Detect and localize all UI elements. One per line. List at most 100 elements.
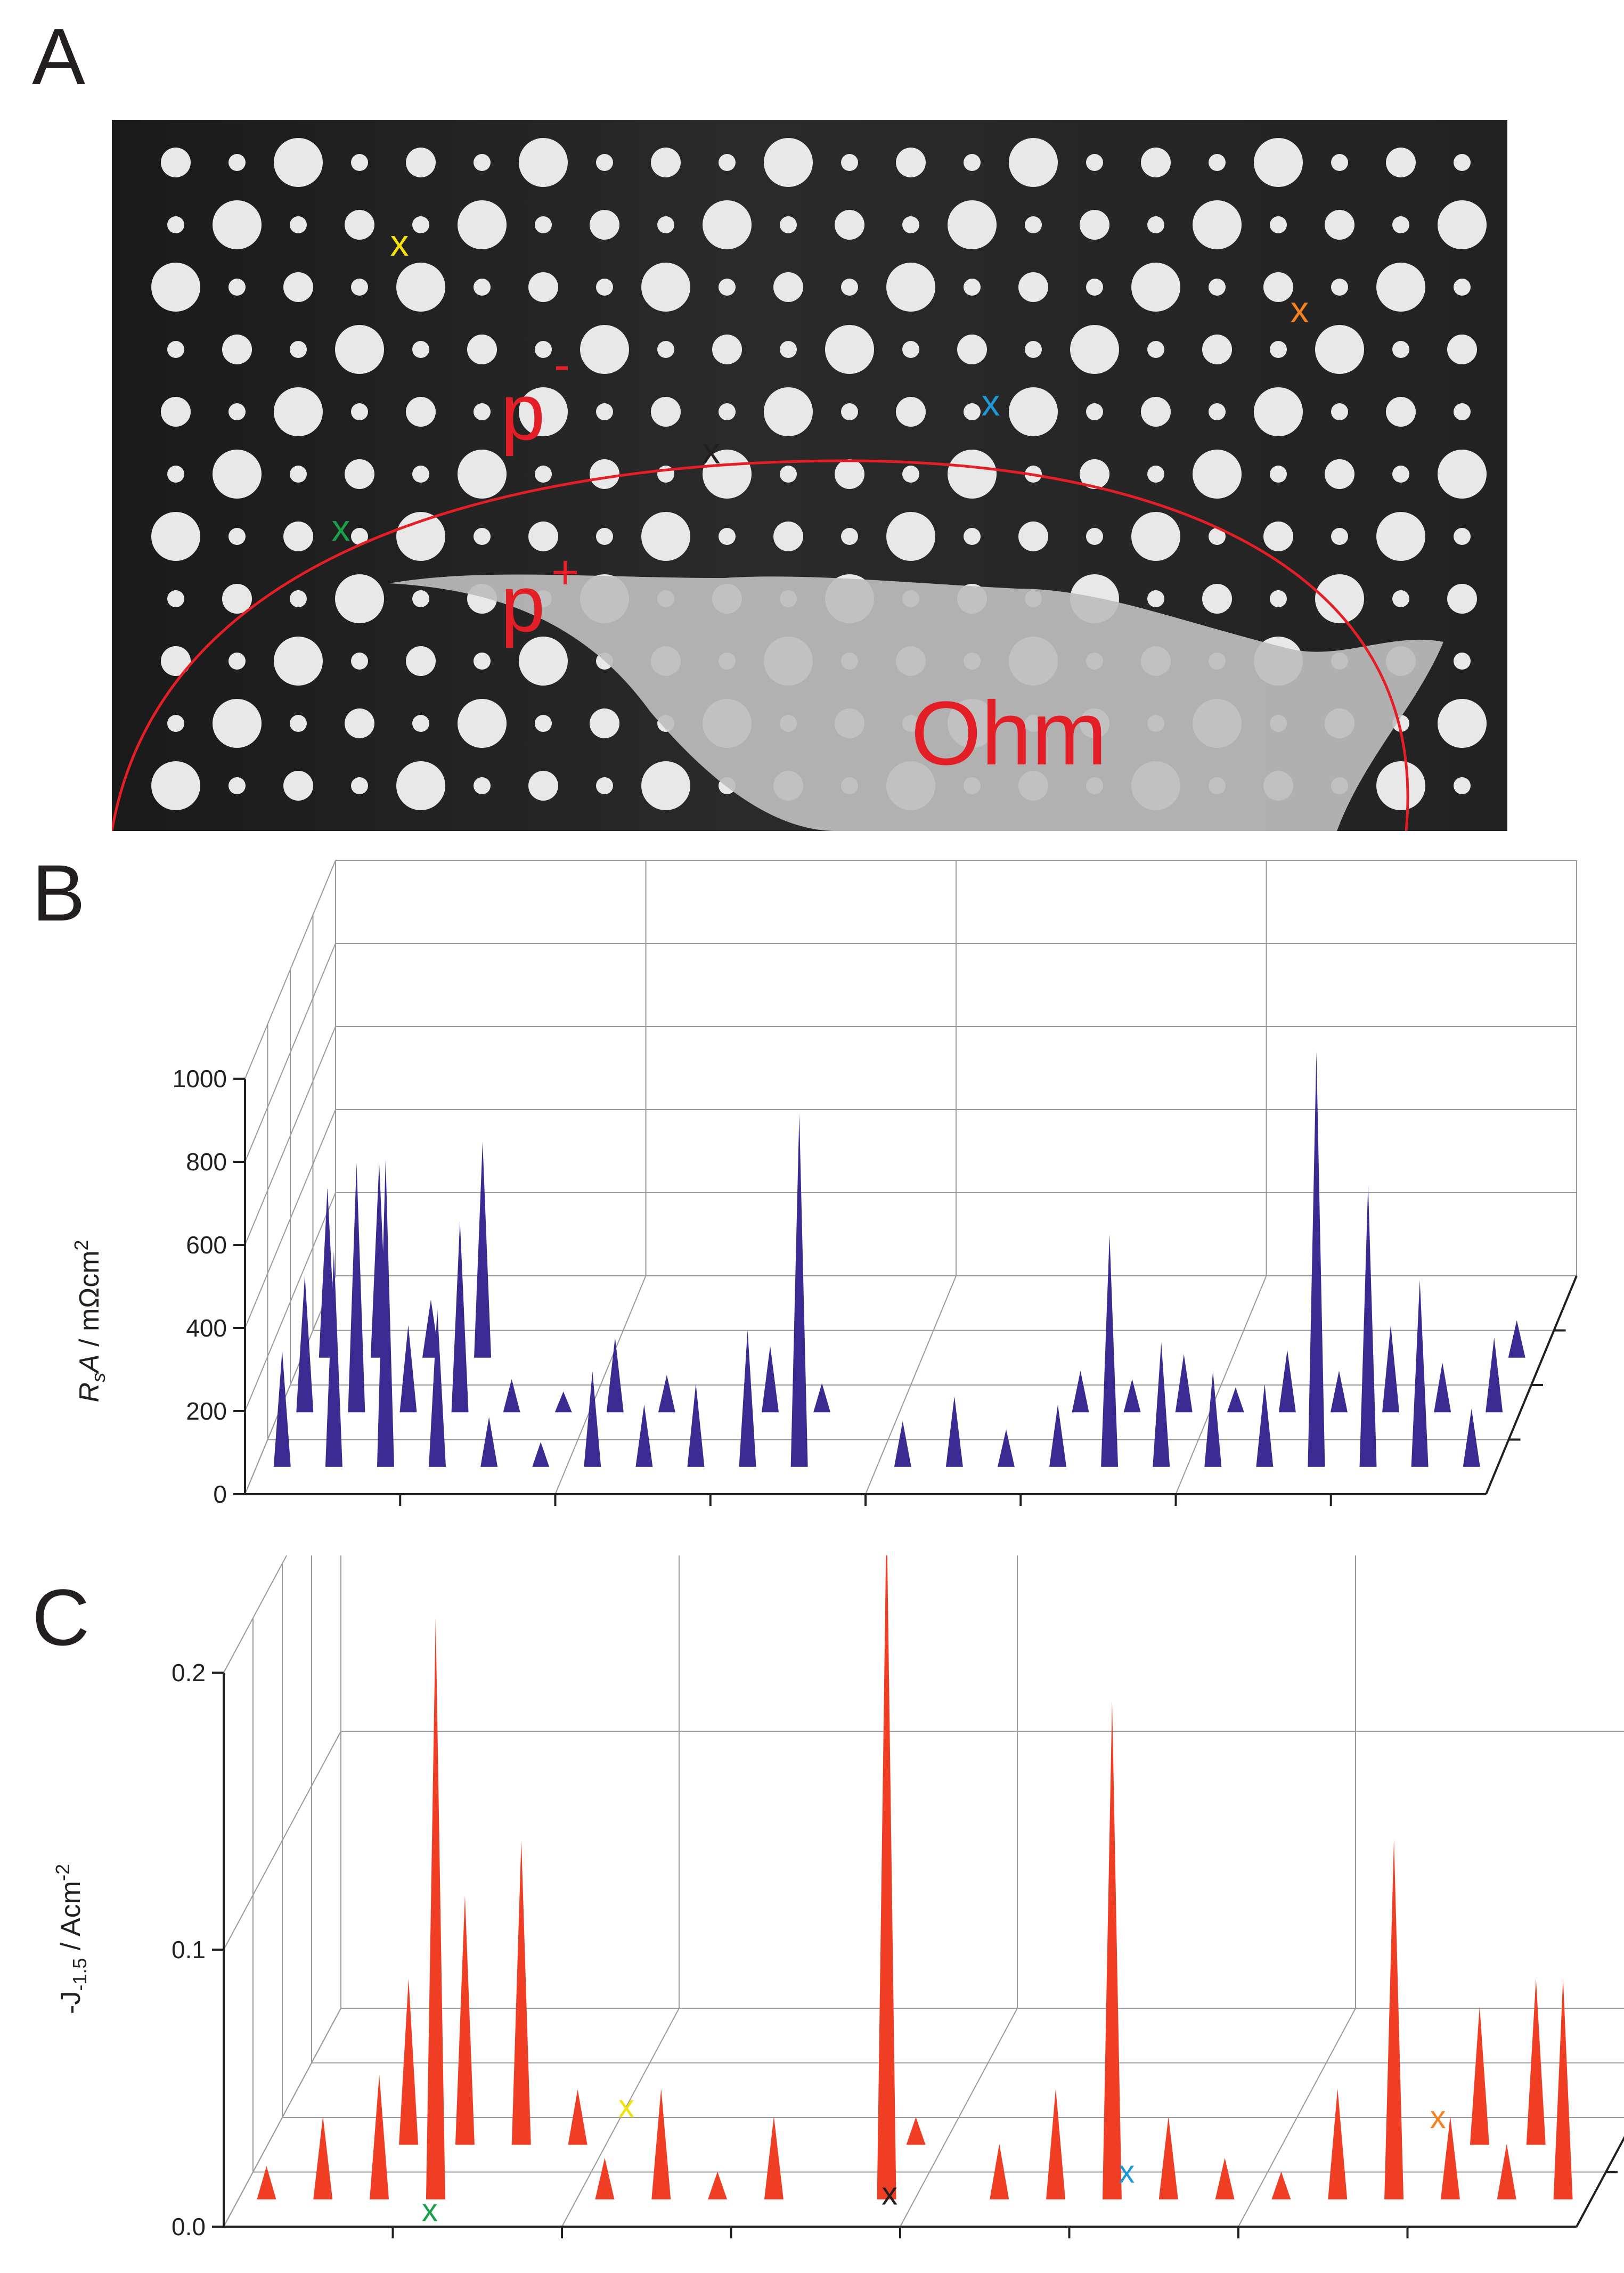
electrode-dot (964, 154, 981, 171)
electrode-dot (948, 450, 997, 499)
electrode-dot (1263, 522, 1293, 551)
data-spike (313, 2116, 333, 2199)
electrode-dot (641, 263, 690, 312)
electrode-dot (1386, 397, 1416, 427)
electrode-dot (274, 138, 323, 187)
electrode-dot (1209, 154, 1226, 171)
micrograph-marker: x (1291, 289, 1309, 330)
chart-b-y-ticks: 0 200 400 600 800 1000 (173, 1065, 227, 1508)
data-spike (1330, 1371, 1348, 1413)
electrode-dot (841, 528, 858, 545)
data-spike (1486, 1337, 1503, 1413)
electrode-dot (1070, 325, 1119, 374)
electrode-dot (222, 584, 252, 614)
data-spike (894, 1421, 911, 1467)
electrode-dot (519, 637, 568, 686)
data-spike (399, 1978, 419, 2145)
electrode-dot (458, 699, 507, 748)
electrode-dot (1392, 216, 1409, 233)
chart-marker: x (882, 2176, 897, 2212)
electrode-dot (657, 341, 674, 358)
electrode-dot (1270, 341, 1287, 358)
electrode-dot (406, 148, 436, 177)
electrode-dot (283, 522, 313, 551)
data-spike (455, 1895, 475, 2145)
data-spike (708, 2171, 728, 2199)
electrode-dot (161, 148, 191, 177)
electrode-dot (1141, 397, 1171, 427)
data-spike (1227, 1387, 1244, 1413)
electrode-dot (1270, 466, 1287, 483)
electrode-dot (519, 387, 568, 436)
electrode-dot (703, 200, 752, 249)
electrode-dot (596, 403, 613, 420)
electrode-dot (1263, 272, 1293, 302)
electrode-dot (1086, 279, 1103, 296)
panel-label-c: C (32, 1573, 90, 1662)
electrode-dot (528, 771, 558, 801)
electrode-dot (535, 341, 552, 358)
chart-b-bars (273, 1051, 1525, 1467)
data-spike (451, 1221, 469, 1413)
electrode-dot (1454, 403, 1471, 420)
electrode-dot (719, 279, 736, 296)
data-spike (1526, 1978, 1546, 2145)
data-spike (1256, 1383, 1274, 1467)
chart-marker: x (618, 2089, 634, 2124)
electrode-dot (528, 522, 558, 551)
chart-c-bars (257, 1555, 1573, 2199)
data-spike (635, 1404, 653, 1467)
chart-rsa-3d: 0 200 400 600 800 1000 RsA / mΩcm2 (70, 860, 1578, 1508)
electrode-dot (412, 216, 429, 233)
y-tick-label: 600 (186, 1231, 227, 1259)
electrode-dot (651, 397, 681, 427)
side-wall-gridline (223, 1731, 341, 1950)
electrode-dot (396, 512, 445, 561)
electrode-dot (351, 154, 368, 171)
electrode-dot (719, 528, 736, 545)
data-spike (1215, 2157, 1235, 2199)
electrode-dot (335, 325, 384, 374)
data-spike (1158, 2116, 1178, 2199)
electrode-dot (1392, 466, 1409, 483)
electrode-dot (1454, 154, 1471, 171)
y-tick-label: 400 (186, 1314, 227, 1342)
data-spike (595, 2157, 615, 2199)
electrode-dot (151, 761, 200, 810)
electrode-dot (1392, 590, 1409, 607)
electrode-dot (1331, 154, 1348, 171)
z-axis-line (1576, 2136, 1624, 2227)
electrode-dot (886, 263, 935, 312)
electrode-dot (596, 154, 613, 171)
side-wall-gridline (223, 1555, 288, 1673)
data-spike (370, 2074, 389, 2199)
electrode-dot (1209, 528, 1226, 545)
electrode-dot (474, 403, 491, 420)
electrode-dot (1080, 459, 1109, 489)
electrode-dot (1447, 335, 1477, 364)
electrode-dot (290, 590, 307, 607)
electrode-dot (161, 646, 191, 676)
electrode-dot (641, 512, 690, 561)
electrode-dot (964, 279, 981, 296)
electrode-dot (1202, 335, 1232, 364)
electrode-dot (283, 272, 313, 302)
electrode-dot (1080, 210, 1109, 240)
electrode-dot (835, 459, 864, 489)
electrode-dot (474, 777, 491, 794)
electrode-dot (535, 715, 552, 732)
electrode-dot (290, 715, 307, 732)
electrode-dot (1270, 216, 1287, 233)
electrode-dot (596, 777, 613, 794)
data-spike (945, 1396, 963, 1467)
electrode-dot (902, 341, 919, 358)
p-minus-superscript: - (554, 338, 570, 392)
micrograph-marker: x (390, 222, 409, 264)
electrode-dot (458, 200, 507, 249)
micrograph-marker: x (982, 382, 1000, 423)
electrode-dot (396, 263, 445, 312)
electrode-dot (228, 154, 246, 171)
data-spike (1123, 1379, 1141, 1413)
electrode-dot (467, 335, 497, 364)
data-spike (1049, 1404, 1067, 1467)
